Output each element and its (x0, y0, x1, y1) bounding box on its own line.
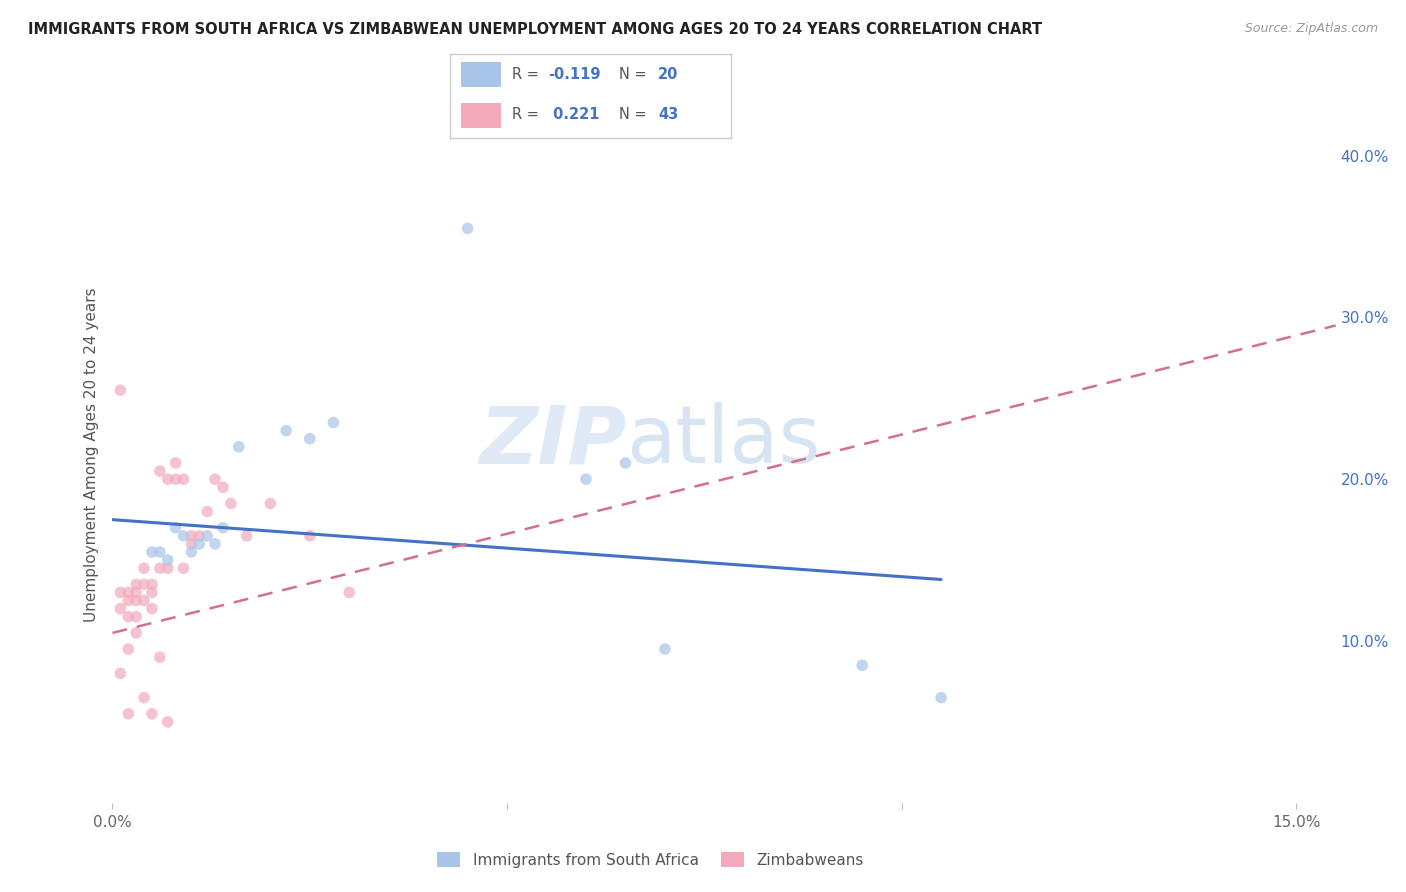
FancyBboxPatch shape (461, 62, 501, 87)
Point (141, 585, 163, 599)
Point (149, 561, 172, 575)
Point (188, 537, 211, 551)
Point (156, 561, 179, 575)
Point (125, 585, 148, 599)
Point (298, 432, 321, 446)
Point (173, 561, 195, 575)
Text: 0.221: 0.221 (548, 107, 600, 122)
Point (110, 585, 132, 599)
Point (125, 626, 148, 640)
Point (125, 577, 148, 591)
Point (173, 529, 195, 543)
Point (156, 472, 179, 486)
Point (156, 553, 179, 567)
Point (180, 537, 202, 551)
Point (235, 529, 257, 543)
Y-axis label: Unemployment Among Ages 20 to 24 years: Unemployment Among Ages 20 to 24 years (83, 287, 98, 623)
Point (149, 545, 172, 559)
Point (219, 496, 242, 510)
Text: 20: 20 (658, 67, 678, 82)
Point (132, 593, 155, 607)
Text: atlas: atlas (626, 402, 821, 480)
Text: IMMIGRANTS FROM SOUTH AFRICA VS ZIMBABWEAN UNEMPLOYMENT AMONG AGES 20 TO 24 YEAR: IMMIGRANTS FROM SOUTH AFRICA VS ZIMBABWE… (28, 22, 1042, 37)
Point (298, 529, 321, 543)
Text: 43: 43 (658, 107, 678, 122)
Point (851, 658, 873, 673)
Point (110, 601, 132, 615)
Point (322, 416, 344, 430)
Point (156, 714, 179, 729)
Point (132, 577, 155, 591)
Text: -0.119: -0.119 (548, 67, 600, 82)
Point (125, 609, 148, 624)
Point (110, 383, 132, 397)
Point (575, 472, 598, 486)
Point (457, 221, 479, 235)
Point (204, 472, 226, 486)
Point (195, 529, 218, 543)
Point (188, 529, 211, 543)
Point (337, 585, 360, 599)
Point (614, 456, 637, 470)
FancyBboxPatch shape (461, 103, 501, 128)
Point (141, 545, 163, 559)
Point (117, 706, 139, 721)
Point (125, 593, 148, 607)
Point (259, 496, 281, 510)
Point (180, 529, 202, 543)
Text: N =: N = (619, 67, 651, 82)
Point (228, 440, 250, 454)
Point (274, 424, 297, 438)
Point (132, 561, 155, 575)
Point (929, 690, 952, 705)
Text: Source: ZipAtlas.com: Source: ZipAtlas.com (1244, 22, 1378, 36)
Text: ZIP: ZIP (479, 402, 626, 480)
Point (117, 585, 139, 599)
Point (165, 456, 187, 470)
Point (212, 480, 235, 494)
Point (132, 690, 155, 705)
Text: R =: R = (512, 107, 543, 122)
Point (141, 706, 163, 721)
Point (204, 537, 226, 551)
Point (117, 642, 139, 657)
Point (141, 577, 163, 591)
Point (165, 521, 187, 535)
Point (110, 666, 132, 681)
Point (180, 545, 202, 559)
Point (141, 601, 163, 615)
Point (654, 642, 676, 657)
Text: R =: R = (512, 67, 543, 82)
Point (165, 472, 187, 486)
Point (195, 504, 218, 518)
Point (212, 521, 235, 535)
Point (117, 609, 139, 624)
Point (149, 464, 172, 478)
Text: N =: N = (619, 107, 651, 122)
Legend: Immigrants from South Africa, Zimbabweans: Immigrants from South Africa, Zimbabwean… (430, 844, 872, 875)
Point (117, 593, 139, 607)
Point (173, 472, 195, 486)
Point (149, 650, 172, 665)
